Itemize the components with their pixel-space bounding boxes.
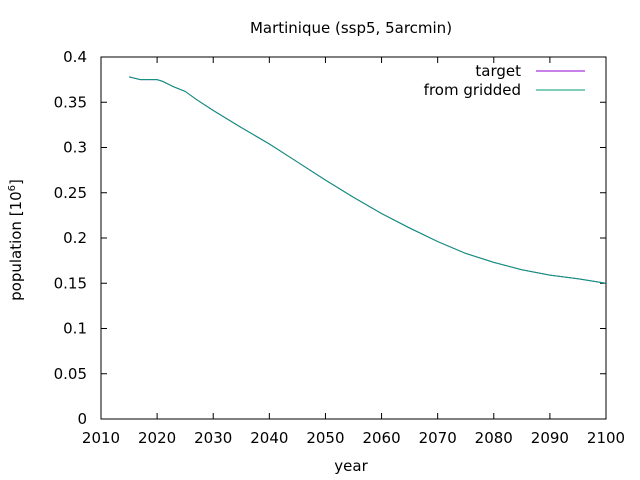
x-tick-label: 2020 bbox=[138, 429, 176, 447]
y-axis-label: population [106] bbox=[7, 179, 25, 301]
axis-ticks: 2010 2020 2030 2040 2050 2060 2070 2080 2090 2100… bbox=[54, 48, 626, 447]
y-tick-label: 0.05 bbox=[54, 365, 87, 383]
y-tick-label: 0.35 bbox=[54, 93, 87, 111]
series-line-target bbox=[128, 76, 607, 284]
y-tick-label: 0.25 bbox=[54, 184, 87, 202]
x-tick-label: 2080 bbox=[475, 429, 513, 447]
x-tick-label: 2030 bbox=[194, 429, 232, 447]
x-tick-label: 2010 bbox=[82, 429, 120, 447]
x-tick-label: 2090 bbox=[531, 429, 569, 447]
y-axis-label-exponent: 6 bbox=[7, 185, 18, 191]
y-tick-label: 0 bbox=[77, 410, 87, 428]
series-line-from-gridded bbox=[128, 76, 607, 284]
legend-label: from gridded bbox=[424, 81, 521, 99]
y-axis-label-close: ] bbox=[7, 179, 25, 185]
x-tick-label: 2050 bbox=[306, 429, 344, 447]
plot-frame bbox=[100, 56, 607, 420]
x-tick-label: 2100 bbox=[587, 429, 625, 447]
y-axis-label-main: population [10 bbox=[7, 191, 25, 301]
x-tick-label: 2060 bbox=[362, 429, 400, 447]
y-tick-label: 0.2 bbox=[63, 229, 87, 247]
x-axis-label: year bbox=[334, 457, 368, 475]
svg-text:population [106]: population [106] bbox=[7, 179, 25, 301]
x-tick-label: 2040 bbox=[250, 429, 288, 447]
chart-title: Martinique (ssp5, 5arcmin) bbox=[250, 19, 452, 37]
y-tick-label: 0.15 bbox=[54, 274, 87, 292]
y-tick-label: 0.4 bbox=[63, 48, 87, 66]
legend-label: target bbox=[475, 62, 521, 80]
y-tick-label: 0.3 bbox=[63, 139, 87, 157]
series-lines bbox=[128, 76, 607, 284]
y-tick-label: 0.1 bbox=[63, 320, 87, 338]
x-tick-label: 2070 bbox=[419, 429, 457, 447]
